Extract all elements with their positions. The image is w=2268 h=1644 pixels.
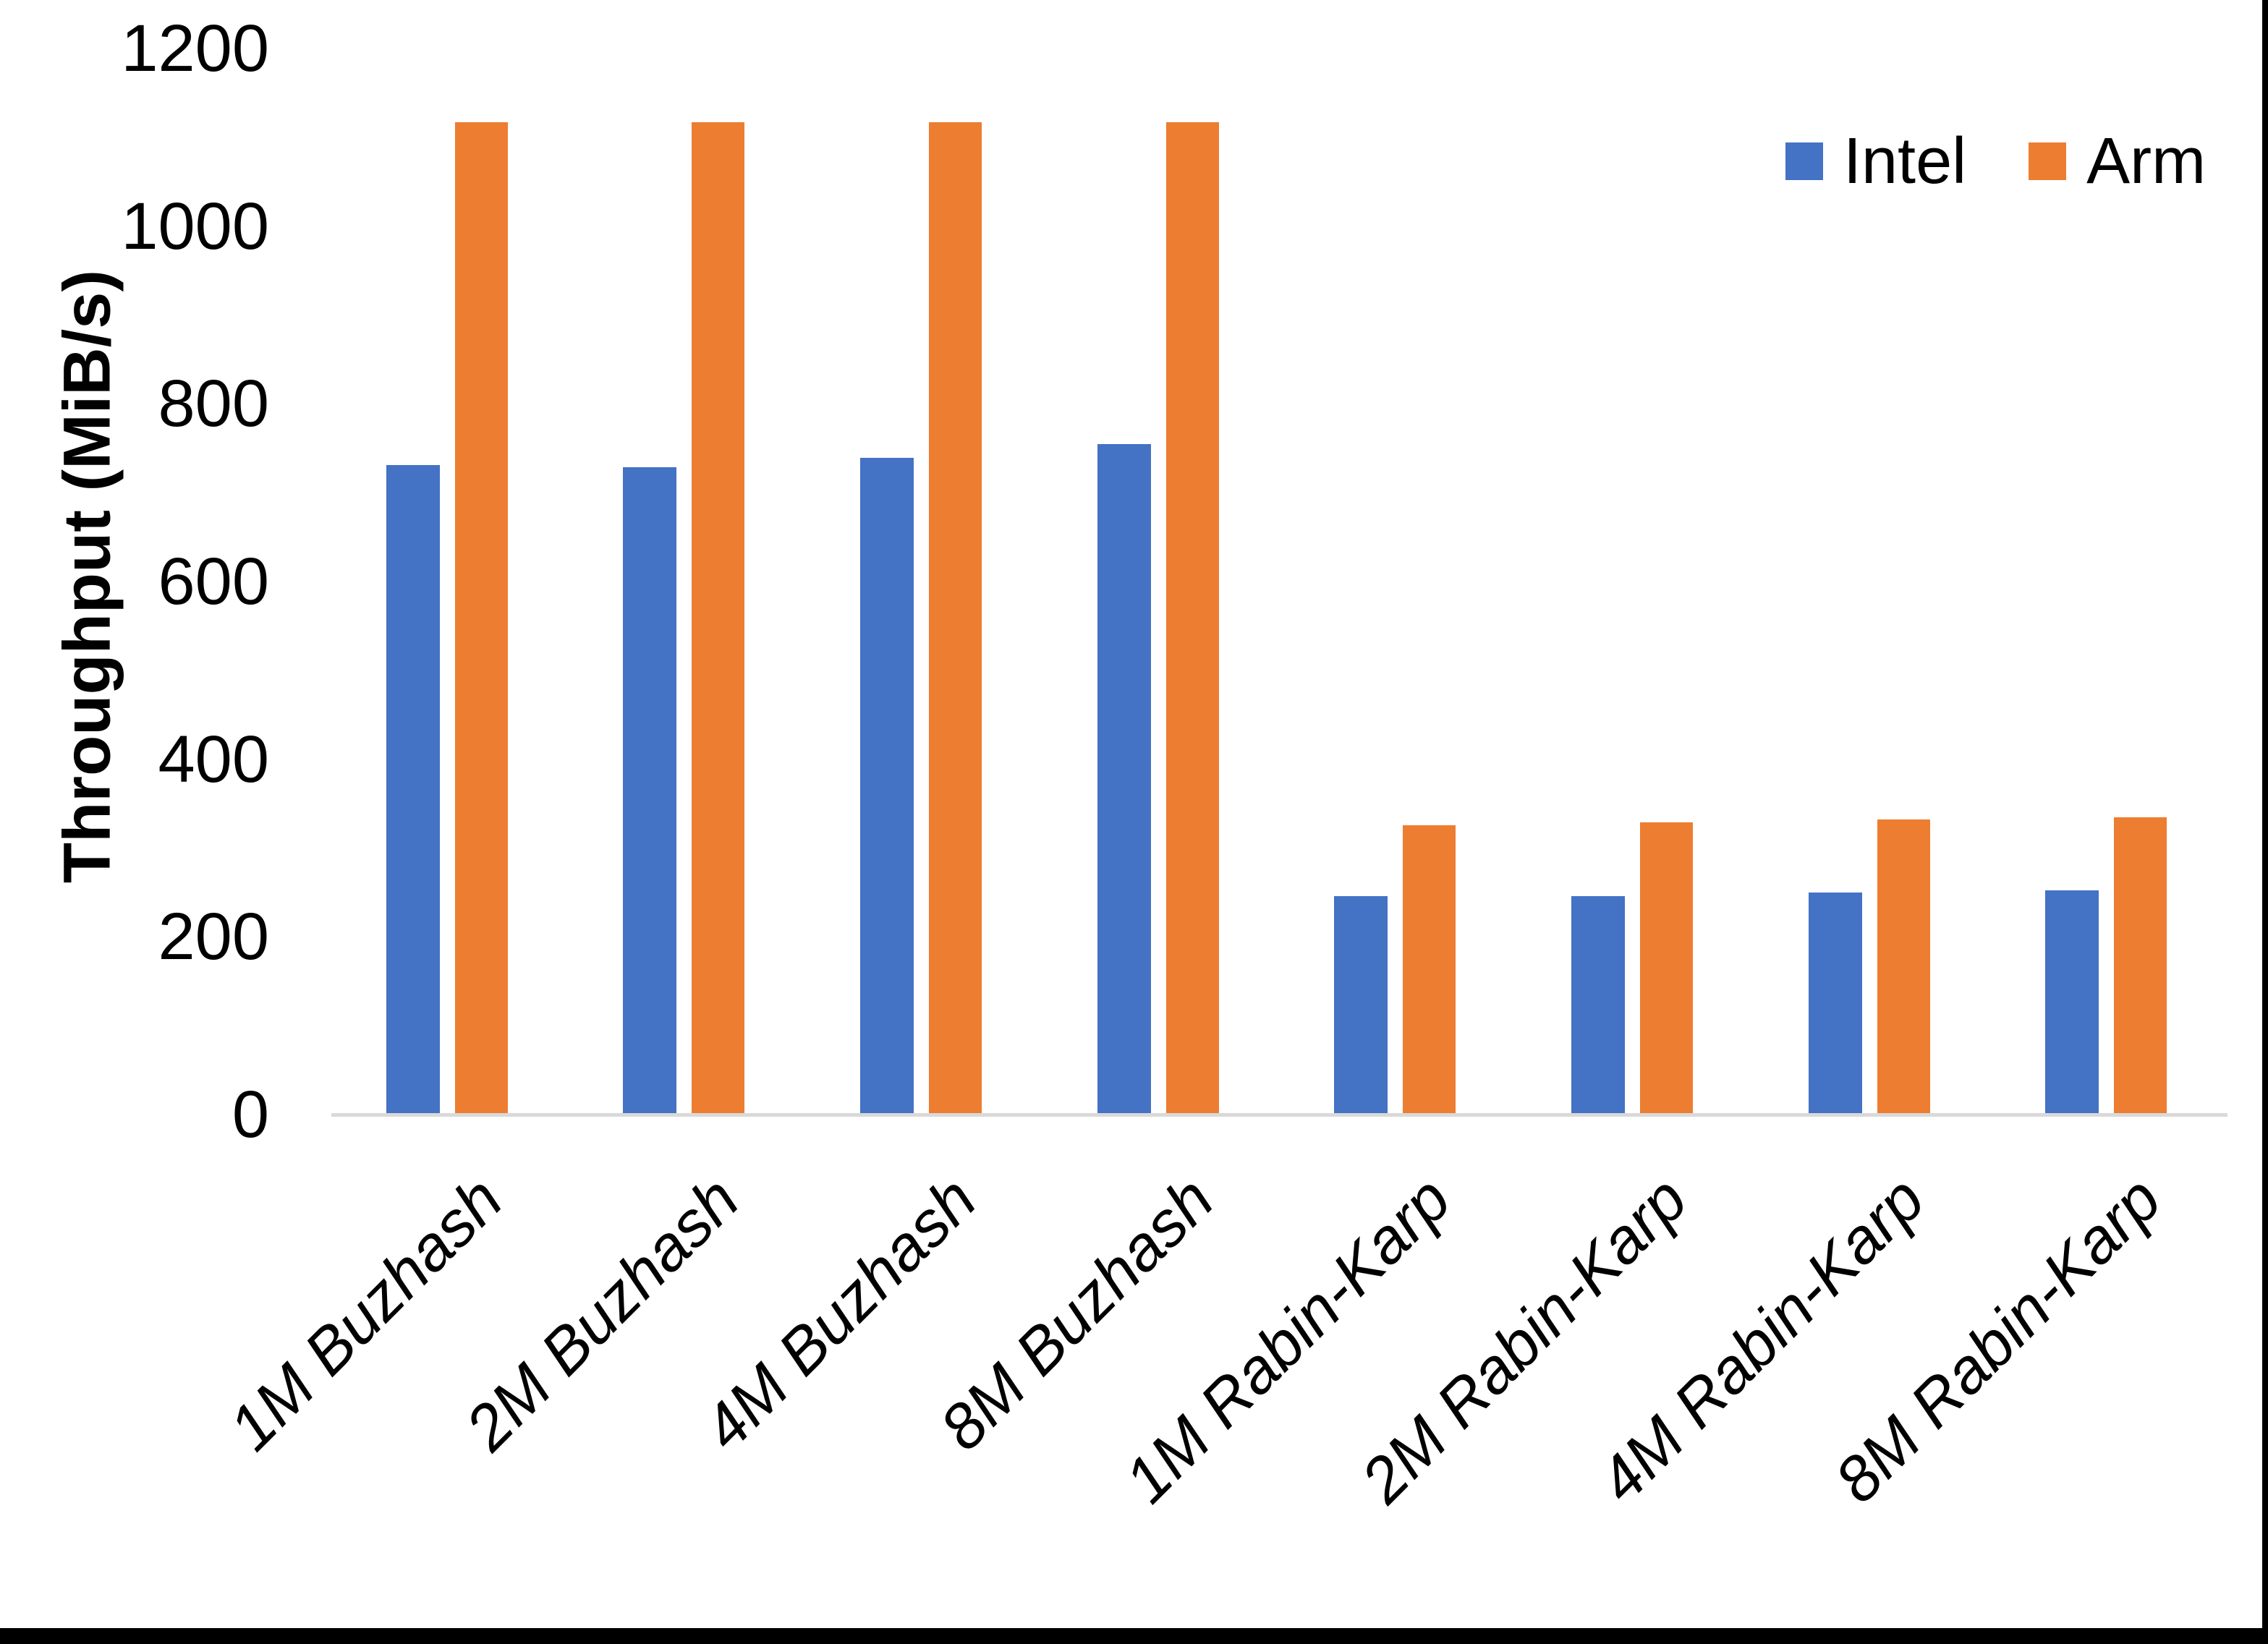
bar-arm-1m-buzhash [454, 122, 508, 1115]
legend-item-arm: Arm [2029, 129, 2206, 194]
bar-arm-2m-buzhash [692, 122, 745, 1115]
y-tick-label-600: 600 [158, 545, 270, 618]
legend-marker-intel [1785, 142, 1823, 180]
bar-arm-8m-buzhash [1165, 122, 1219, 1115]
bar-arm-4m-buzhash [929, 122, 982, 1115]
y-tick-label-0: 0 [232, 1078, 269, 1151]
legend-label-arm: Arm [2086, 125, 2207, 197]
y-tick-label-1200: 1200 [121, 12, 269, 85]
bar-intel-2m-rabin-karp [1571, 895, 1625, 1115]
y-tick-label-800: 800 [158, 367, 270, 441]
bar-arm-4m-rabin-karp [1877, 819, 1930, 1115]
legend: Intel Arm [1785, 129, 2206, 194]
bar-intel-4m-buzhash [860, 458, 914, 1115]
bar-intel-4m-rabin-karp [1808, 892, 1862, 1115]
legend-label-intel: Intel [1843, 125, 1967, 197]
bar-intel-8m-rabin-karp [2045, 890, 2099, 1115]
legend-item-intel: Intel [1785, 129, 1966, 194]
x-axis-line [331, 1113, 2227, 1117]
figure-right-border [2262, 0, 2268, 1644]
bar-arm-8m-rabin-karp [2114, 817, 2167, 1115]
bar-intel-1m-rabin-karp [1334, 895, 1388, 1115]
bar-intel-1m-buzhash [386, 465, 440, 1115]
y-tick-label-200: 200 [158, 900, 270, 974]
bar-arm-1m-rabin-karp [1403, 825, 1456, 1115]
figure-bottom-border [0, 1628, 2268, 1644]
y-tick-label-1000: 1000 [121, 189, 269, 263]
bar-intel-8m-buzhash [1097, 443, 1151, 1115]
bar-intel-2m-buzhash [623, 467, 677, 1115]
legend-marker-arm [2029, 142, 2067, 180]
bar-arm-2m-rabin-karp [1639, 822, 1693, 1115]
y-tick-label-400: 400 [158, 722, 270, 796]
